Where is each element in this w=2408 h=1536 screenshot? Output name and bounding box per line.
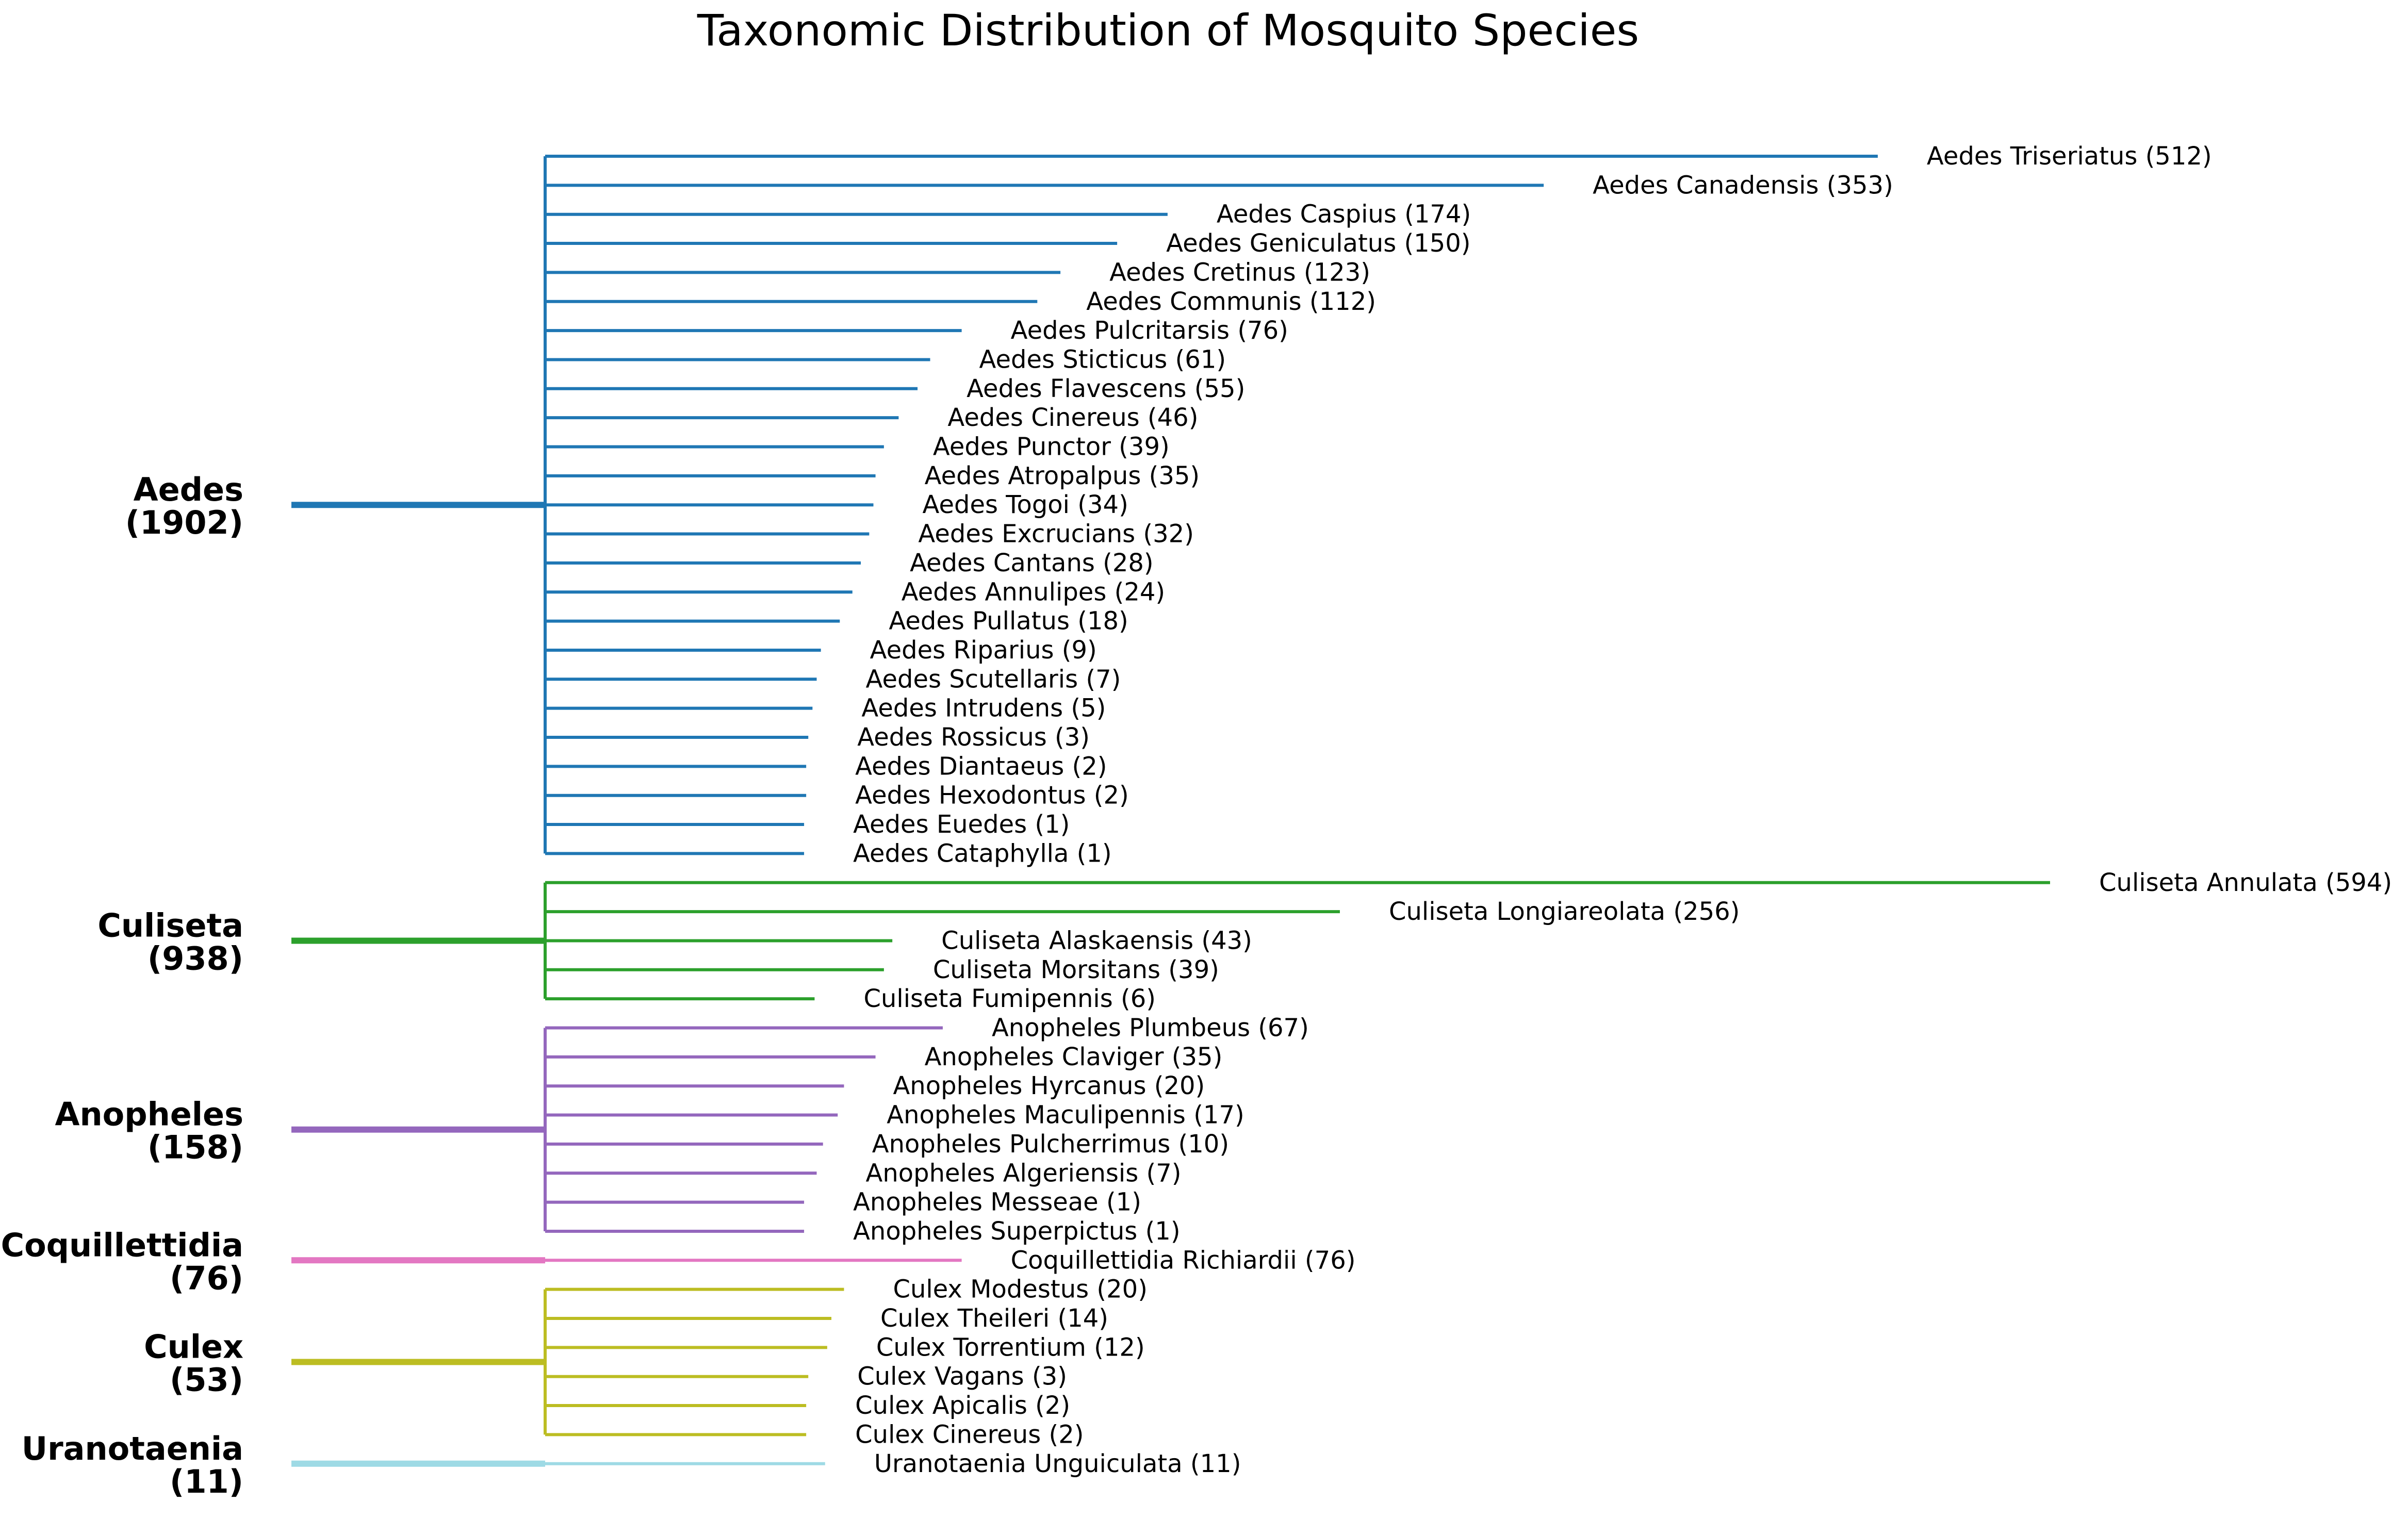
genus-label: Coquillettidia (76) xyxy=(1,1226,243,1297)
tree-layer: Aedes Triseriatus (512) Aedes Canadensis … xyxy=(1,142,2392,1500)
species-label: Aedes Flavescens (55) xyxy=(967,374,1245,403)
species-label: Culex Cinereus (2) xyxy=(855,1420,1084,1449)
species-label: Culiseta Longiareolata (256) xyxy=(1389,897,1740,926)
genus-label: Aedes (1902) xyxy=(125,471,243,541)
species-label: Culiseta Alaskaensis (43) xyxy=(941,926,1252,955)
species-label: Aedes Riparius (9) xyxy=(870,636,1097,665)
species-label: Culex Theileri (14) xyxy=(880,1304,1108,1333)
species-label: Aedes Pulcritarsis (76) xyxy=(1011,316,1288,345)
species-label: Culiseta Morsitans (39) xyxy=(933,955,1219,984)
species-label: Aedes Excrucians (32) xyxy=(918,520,1194,549)
genus-label: Culiseta (938) xyxy=(97,906,243,977)
genus-label: Culex (53) xyxy=(144,1328,243,1399)
species-label: Anopheles Maculipennis (17) xyxy=(887,1101,1244,1130)
species-label: Culiseta Fumipennis (6) xyxy=(863,984,1156,1013)
species-label: Aedes Hexodontus (2) xyxy=(855,781,1129,810)
species-label: Aedes Annulipes (24) xyxy=(902,577,1165,606)
species-label: Aedes Triseriatus (512) xyxy=(1927,142,2212,171)
species-label: Aedes Scutellaris (7) xyxy=(866,665,1121,693)
species-label: Aedes Punctor (39) xyxy=(933,433,1170,461)
species-label: Aedes Sticticus (61) xyxy=(979,345,1226,374)
species-label: Culex Vagans (3) xyxy=(857,1362,1067,1391)
genus-label: Uranotaenia (11) xyxy=(22,1430,243,1500)
species-label: Anopheles Algeriensis (7) xyxy=(866,1159,1182,1187)
chart-title: Taxonomic Distribution of Mosquito Speci… xyxy=(697,5,1639,56)
species-label: Aedes Cinereus (46) xyxy=(947,403,1198,432)
species-label: Aedes Intrudens (5) xyxy=(861,694,1106,723)
species-label: Aedes Cantans (28) xyxy=(910,549,1154,577)
species-label: Aedes Geniculatus (150) xyxy=(1166,229,1470,258)
species-label: Anopheles Superpictus (1) xyxy=(853,1217,1181,1246)
species-label: Aedes Pullatus (18) xyxy=(889,607,1128,636)
species-label: Aedes Togoi (34) xyxy=(923,490,1128,519)
species-label: Aedes Rossicus (3) xyxy=(857,723,1090,752)
species-label: Aedes Euedes (1) xyxy=(853,810,1070,839)
species-label: Anopheles Claviger (35) xyxy=(925,1043,1223,1071)
species-label: Anopheles Messeae (1) xyxy=(853,1188,1141,1217)
species-label: Uranotaenia Unguiculata (11) xyxy=(874,1449,1241,1478)
species-label: Aedes Canadensis (353) xyxy=(1593,171,1893,200)
species-label: Aedes Cretinus (123) xyxy=(1109,258,1370,287)
species-label: Aedes Cataphylla (1) xyxy=(853,839,1112,868)
species-label: Culex Torrentium (12) xyxy=(876,1333,1145,1362)
species-label: Culex Apicalis (2) xyxy=(855,1391,1070,1420)
species-label: Aedes Atropalpus (35) xyxy=(925,461,1200,490)
species-label: Anopheles Hyrcanus (20) xyxy=(893,1071,1205,1100)
species-label: Aedes Diantaeus (2) xyxy=(855,752,1107,781)
species-label: Culex Modestus (20) xyxy=(893,1275,1147,1304)
species-label: Coquillettidia Richiardii (76) xyxy=(1011,1246,1356,1275)
species-label: Aedes Caspius (174) xyxy=(1217,200,1471,229)
species-label: Culiseta Annulata (594) xyxy=(2099,868,2392,897)
genus-label: Anopheles (158) xyxy=(55,1096,244,1166)
species-label: Anopheles Plumbeus (67) xyxy=(992,1014,1309,1043)
species-label: Anopheles Pulcherrimus (10) xyxy=(872,1130,1229,1159)
species-label: Aedes Communis (112) xyxy=(1086,287,1376,316)
